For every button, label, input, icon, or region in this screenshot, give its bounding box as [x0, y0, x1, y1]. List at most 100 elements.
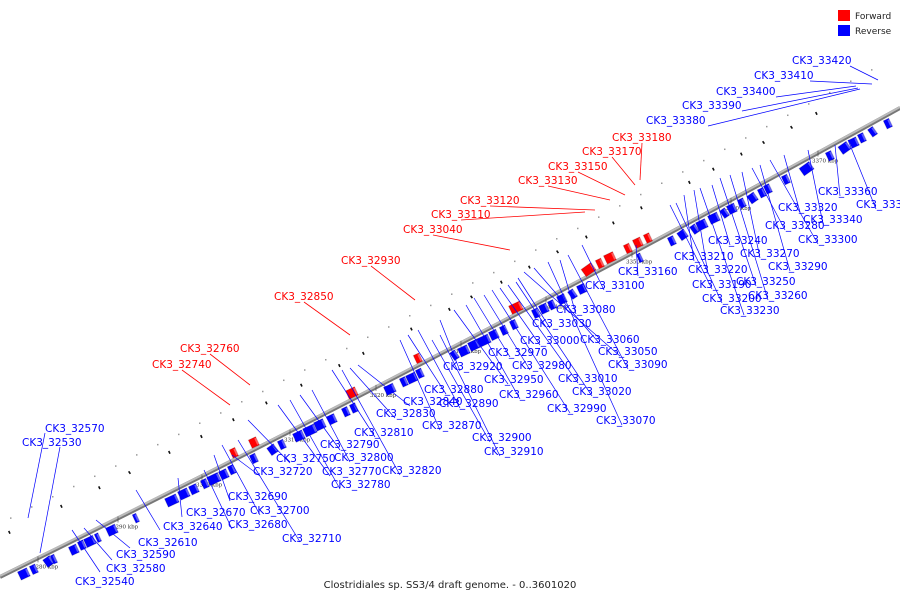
leader-line: [27, 432, 46, 519]
leader-line: [775, 85, 857, 98]
gene-label-forward: CK3_33180: [612, 132, 672, 144]
gene-block: [537, 302, 551, 316]
gene-block: [49, 553, 59, 565]
gene-label-reverse: CK3_33400: [716, 86, 776, 98]
gene-label-forward: CK3_32930: [341, 255, 401, 267]
gene-block: [131, 512, 141, 524]
leader-line: [489, 205, 596, 211]
gene-label-reverse: CK3_33260: [748, 290, 808, 302]
forward-gene: [642, 232, 654, 245]
reverse-gene: [487, 328, 501, 342]
gene-highlight: [571, 289, 578, 297]
track-dot: [556, 238, 558, 240]
gene-block: [546, 298, 558, 311]
map-caption: Clostridiales sp. SS3/4 draft genome. - …: [324, 580, 577, 591]
gene-label-reverse: CK3_32990: [547, 403, 607, 415]
gene-label-reverse: CK3_32870: [422, 420, 482, 432]
gene-block: [566, 288, 579, 301]
reverse-gene: [635, 252, 645, 264]
gene-block: [694, 217, 710, 232]
gene-highlight: [300, 430, 305, 438]
track-marker: [789, 125, 794, 130]
gene-label-reverse: CK3_32690: [228, 491, 288, 503]
leader-line: [635, 244, 639, 277]
leader-line: [473, 297, 511, 358]
reverse-gene: [537, 302, 551, 316]
gene-highlight: [611, 252, 616, 260]
gene-highlight: [253, 454, 259, 462]
reverse-gene: [856, 131, 868, 144]
reverse-gene: [93, 532, 103, 544]
reverse-gene: [199, 477, 211, 490]
gene-highlight: [647, 233, 653, 241]
reverse-gene: [866, 125, 879, 138]
leader-line: [135, 489, 161, 531]
gene-label-reverse: CK3_33220: [688, 264, 748, 276]
gene-block: [187, 482, 201, 496]
forward-gene: [602, 250, 618, 265]
track-dot: [409, 314, 411, 317]
gene-highlight: [194, 484, 200, 492]
gene-block: [291, 429, 307, 443]
track-dot: [157, 443, 159, 446]
gene-highlight: [785, 175, 791, 183]
gene-highlight: [703, 219, 708, 227]
gene-highlight: [353, 387, 358, 395]
gene-label-forward: CK3_33130: [518, 175, 578, 187]
gene-highlight: [48, 556, 54, 564]
gene-label-reverse: CK3_33410: [754, 70, 814, 82]
gene-label-reverse: CK3_33420: [792, 55, 852, 67]
gene-label-reverse: CK3_33050: [598, 346, 658, 358]
gene-highlight: [871, 127, 878, 135]
leader-line: [483, 294, 531, 371]
gene-label-reverse: CK3_33390: [682, 100, 742, 112]
reverse-gene: [291, 429, 307, 443]
gene-label-forward: CK3_33170: [582, 146, 642, 158]
gene-highlight: [475, 339, 480, 348]
leader-line: [809, 80, 873, 85]
gene-block: [487, 328, 501, 342]
track-dot: [115, 465, 117, 467]
leader-line: [523, 271, 621, 357]
gene-highlight: [551, 300, 557, 308]
gene-highlight: [723, 208, 730, 216]
gene-block: [847, 136, 861, 150]
reverse-gene: [28, 563, 40, 576]
gene-label-reverse: CK3_33290: [768, 261, 828, 273]
track-marker: [687, 180, 691, 185]
gene-label-forward: CK3_33110: [431, 209, 491, 221]
tick-label: 3320 kbp: [370, 393, 397, 399]
gene-label-reverse: CK3_33060: [580, 334, 640, 346]
leader-line: [277, 404, 331, 477]
gene-block: [163, 493, 180, 508]
leader-line: [177, 477, 183, 518]
leader-line: [407, 334, 447, 395]
track-dot: [220, 412, 222, 414]
gene-label-reverse: CK3_32790: [320, 439, 380, 451]
leader-line: [693, 189, 709, 275]
gene-highlight: [332, 414, 338, 422]
gene-label-reverse: CK3_33240: [708, 235, 768, 247]
track-dot: [640, 193, 642, 196]
track-dot: [598, 216, 600, 218]
gene-label-forward: CK3_32760: [180, 343, 240, 355]
forward-gene: [507, 300, 524, 315]
leader-line: [611, 156, 636, 186]
reverse-gene: [131, 512, 141, 524]
leader-line: [439, 334, 501, 457]
reverse-gene: [312, 418, 328, 432]
gene-block: [456, 344, 472, 358]
track-marker: [500, 280, 503, 284]
gene-block: [498, 324, 510, 337]
leader-line: [741, 87, 859, 112]
reverse-gene: [824, 149, 836, 162]
track-dot: [535, 249, 537, 251]
legend-label: Forward: [855, 12, 891, 22]
gene-block: [746, 191, 760, 205]
gene-block: [414, 367, 426, 380]
track-dot: [94, 475, 96, 478]
track-dot: [808, 103, 810, 105]
track-marker: [300, 383, 303, 387]
track-marker: [98, 486, 101, 490]
gene-block: [706, 211, 722, 226]
